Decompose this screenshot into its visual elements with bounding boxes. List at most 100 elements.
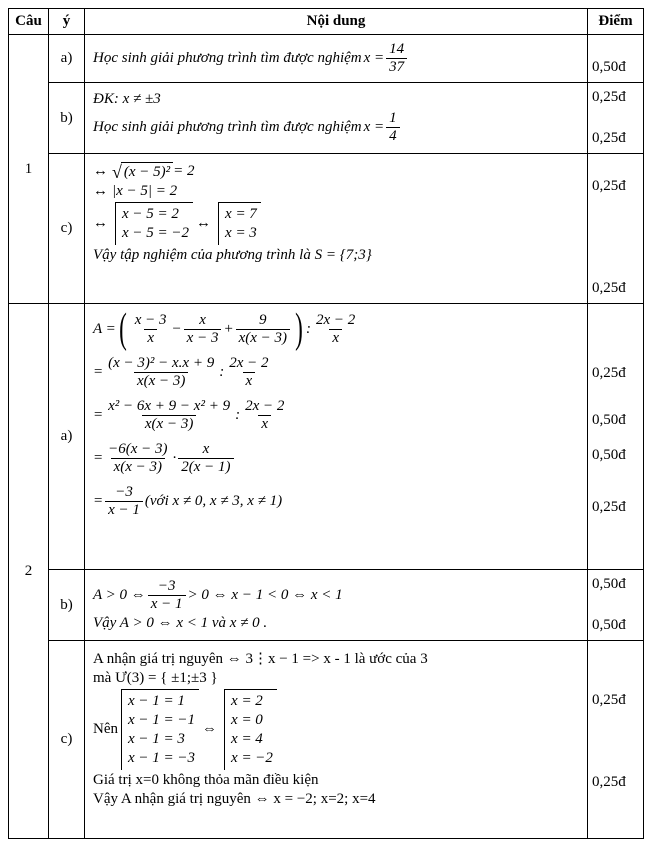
y-1b: b) — [49, 83, 85, 154]
y-2b: b) — [49, 570, 85, 641]
score-1b2: 0,25đ — [592, 130, 639, 147]
abs-1c: |x − 5| = 2 — [112, 183, 177, 200]
y-2a: a) — [49, 304, 85, 570]
score-2b2: 0,50đ — [592, 617, 639, 634]
score-1c1: 0,25đ — [592, 178, 639, 195]
b1a: x − 5 = 2 — [122, 205, 189, 224]
nd-2c: A nhận giá trị nguyên ⇔ 3⋮x − 1 => x - 1… — [85, 641, 588, 839]
c-nen: Nên — [93, 721, 118, 738]
s2n: (x − 3)² − x.x + 9 — [105, 355, 217, 372]
b1b: x − 5 = −2 — [122, 224, 189, 243]
b-l2: Vậy A > 0 ⇔ x < 1 và x ≠ 0 . — [93, 615, 267, 631]
nd-1c: ↔ √ (x − 5)² = 2 ↔ |x − 5| = 2 ↔ x − 5 =… — [85, 154, 588, 304]
row-1c: c) ↔ √ (x − 5)² = 2 ↔ |x − 5| = 2 ↔ — [9, 154, 644, 304]
answer-key-table: Câu ý Nội dung Điểm 1 a) Học sinh giải p… — [8, 8, 644, 839]
s5tail: (với x ≠ 0, x ≠ 3, x ≠ 1) — [145, 493, 282, 510]
s3d: x(x − 3) — [142, 415, 196, 433]
t2d: x − 3 — [184, 329, 222, 347]
cL2: x − 1 = 3 — [128, 730, 195, 749]
row-1a: 1 a) Học sinh giải phương trình tìm được… — [9, 35, 644, 83]
frac-1a-den: 37 — [386, 58, 407, 76]
frac-1b: 1 4 — [386, 110, 400, 145]
cR1: x = 0 — [231, 711, 273, 730]
cau-2: 2 — [9, 304, 49, 839]
b-l1pre: A > 0 ⇔ — [93, 587, 146, 604]
hdr-noidung: Nội dung — [85, 9, 588, 35]
dm-1c: 0,25đ 0,25đ — [588, 154, 644, 304]
score-1c2: 0,25đ — [592, 280, 639, 297]
c-l3: Giá trị x=0 không thỏa mãn điều kiện — [93, 772, 319, 788]
c-l2: mà Ư(3) = { ±1;±3 } — [93, 670, 218, 686]
bracket-1c-right: x = 7 x = 3 — [218, 202, 261, 245]
dm-1a: 0,50đ — [588, 35, 644, 83]
xeq-1a: x = — [364, 50, 385, 67]
dk-1b: ĐK: x ≠ ±3 — [93, 91, 161, 107]
bracket-1c-left: x − 5 = 2 x − 5 = −2 — [115, 202, 193, 245]
score-2c1: 0,25đ — [592, 692, 639, 709]
frac-1b-den: 4 — [386, 127, 400, 145]
dvn3: 2x − 2 — [242, 398, 287, 415]
nd-1b: ĐK: x ≠ ±3 Học sinh giải phương trình tì… — [85, 83, 588, 154]
bracket-2c-left: x − 1 = 1 x − 1 = −1 x − 1 = 3 x − 1 = −… — [121, 689, 199, 770]
b2a: x = 7 — [225, 205, 257, 224]
s4an: −6(x − 3) — [105, 441, 170, 458]
score-2a1: 0,25đ — [592, 365, 639, 382]
cR3: x = −2 — [231, 749, 273, 768]
b-l1post: > 0 ⇔ x − 1 < 0 ⇔ x < 1 — [188, 587, 343, 604]
dm-2b: 0,50đ 0,50đ — [588, 570, 644, 641]
concl-1c-pre: Vậy tập nghiệm của phương trình là — [93, 247, 315, 263]
score-1b1: 0,25đ — [592, 89, 639, 106]
dm-2c: 0,25đ 0,25đ — [588, 641, 644, 839]
c-l1: A nhận giá trị nguyên ⇔ 3⋮x − 1 => x - 1… — [93, 651, 428, 667]
s5d: x − 1 — [105, 501, 143, 519]
y-2c: c) — [49, 641, 85, 839]
Aeq: A = — [93, 321, 116, 338]
hdr-diem: Điểm — [588, 9, 644, 35]
nd-1a: Học sinh giải phương trình tìm được nghi… — [85, 35, 588, 83]
y-1a: a) — [49, 35, 85, 83]
s3n: x² − 6x + 9 − x² + 9 — [105, 398, 233, 415]
score-2b1: 0,50đ — [592, 576, 639, 593]
cL1: x − 1 = −1 — [128, 711, 195, 730]
header-row: Câu ý Nội dung Điểm — [9, 9, 644, 35]
s4ad: x(x − 3) — [111, 458, 165, 476]
hdr-cau: Câu — [9, 9, 49, 35]
hdr-y: ý — [49, 9, 85, 35]
dvn2: 2x − 2 — [226, 355, 271, 372]
concl-1c-set: S = {7;3} — [315, 247, 372, 263]
score-2a3: 0,50đ — [592, 447, 639, 464]
row-2a: 2 a) A = ( x − 3x − xx − 3 + 9x(x − 3) — [9, 304, 644, 570]
cR0: x = 2 — [231, 692, 273, 711]
dvn: 2x − 2 — [313, 312, 358, 329]
xeq-1b: x = — [364, 119, 385, 136]
s2d: x(x − 3) — [134, 372, 188, 390]
dvd3: x — [258, 415, 271, 433]
text-1b: Học sinh giải phương trình tìm được nghi… — [93, 119, 362, 136]
score-2a2: 0,50đ — [592, 412, 639, 429]
cL0: x − 1 = 1 — [128, 692, 195, 711]
t2n: x — [196, 312, 209, 329]
score-1a: 0,50đ — [592, 59, 639, 76]
row-2c: c) A nhận giá trị nguyên ⇔ 3⋮x − 1 => x … — [9, 641, 644, 839]
frac-1a-num: 14 — [386, 41, 407, 58]
dvd2: x — [243, 372, 256, 390]
s5n: −3 — [112, 484, 136, 501]
text-1a: Học sinh giải phương trình tìm được nghi… — [93, 50, 362, 67]
row-2b: b) A > 0 ⇔ −3x − 1 > 0 ⇔ x − 1 < 0 ⇔ x <… — [9, 570, 644, 641]
cL3: x − 1 = −3 — [128, 749, 195, 768]
row-1b: b) ĐK: x ≠ ±3 Học sinh giải phương trình… — [9, 83, 644, 154]
y-1c: c) — [49, 154, 85, 304]
t3d: x(x − 3) — [236, 329, 290, 347]
nd-2a: A = ( x − 3x − xx − 3 + 9x(x − 3) ) : — [85, 304, 588, 570]
nd-2b: A > 0 ⇔ −3x − 1 > 0 ⇔ x − 1 < 0 ⇔ x < 1 … — [85, 570, 588, 641]
t1d: x — [144, 329, 157, 347]
t3n: 9 — [256, 312, 270, 329]
b2b: x = 3 — [225, 224, 257, 243]
frac-1b-num: 1 — [386, 110, 400, 127]
s4bd: 2(x − 1) — [178, 458, 233, 476]
dm-1b: 0,25đ 0,25đ — [588, 83, 644, 154]
bracket-2c-right: x = 2 x = 0 x = 4 x = −2 — [224, 689, 277, 770]
c-l4: Vậy A nhận giá trị nguyên ⇔ x = −2; x=2;… — [93, 791, 376, 807]
score-2c2: 0,25đ — [592, 774, 639, 791]
paren-2a: ( x − 3x − xx − 3 + 9x(x − 3) ) — [116, 312, 306, 347]
